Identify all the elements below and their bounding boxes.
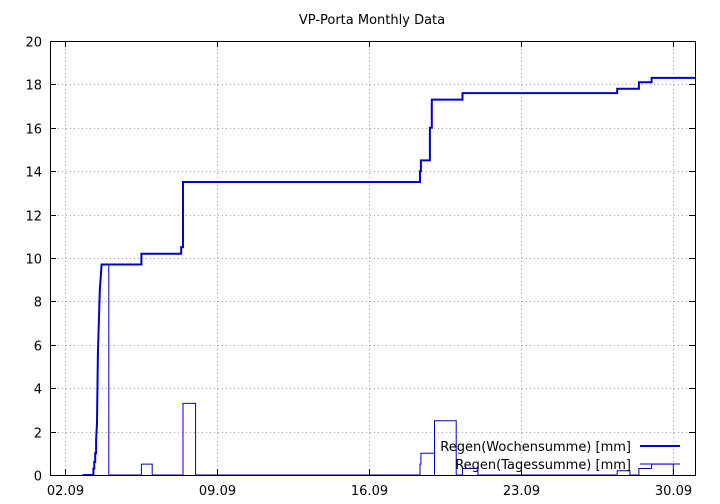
y-tick-label: 12 [25,210,42,225]
y-tick-label: 14 [25,166,42,181]
x-tick-label: 09.09 [199,484,236,499]
grid-lines [50,41,695,475]
y-tick-label: 6 [34,340,42,355]
chart-title: VP-Porta Monthly Data [299,13,445,28]
legend-label-weekly-sum: Regen(Wochensumme) [mm] [440,440,631,455]
y-tick-label: 20 [25,36,42,51]
y-tick-label: 18 [25,79,42,94]
legend-label-daily-sum: Regen(Tagessumme) [mm] [455,458,631,473]
x-tick-label: 23.09 [503,484,540,499]
axis-ticks: 0 2 4 6 8 10 12 14 16 18 20 02.09 09.09 16.09 23.09 30.… [25,36,695,499]
y-tick-label: 4 [34,383,42,398]
y-tick-label: 0 [34,470,42,485]
x-tick-label: 02.09 [47,484,84,499]
x-tick-label: 16.09 [351,484,388,499]
series-lines [82,76,695,476]
x-tick-label: 30.09 [655,484,692,499]
legend: Regen(Wochensumme) [mm] Regen(Tagessumme)… [440,440,680,473]
y-tick-label: 10 [25,253,42,268]
y-tick-label: 2 [34,427,42,442]
y-tick-label: 16 [25,123,42,138]
y-tick-label: 8 [34,296,42,311]
series-line-weekly-sum [82,76,695,476]
